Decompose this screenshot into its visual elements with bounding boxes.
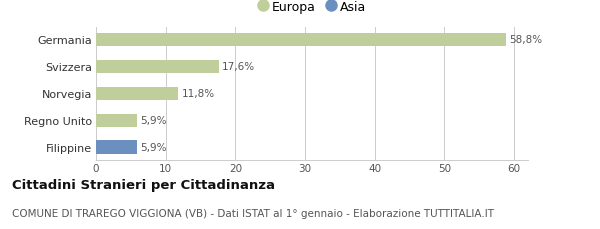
Text: 5,9%: 5,9% [140, 116, 167, 126]
Text: Cittadini Stranieri per Cittadinanza: Cittadini Stranieri per Cittadinanza [12, 179, 275, 192]
Bar [96, 87, 178, 101]
Bar [96, 114, 137, 127]
Text: 5,9%: 5,9% [140, 143, 167, 153]
Text: 58,8%: 58,8% [509, 35, 542, 45]
Bar [96, 33, 506, 47]
Bar [96, 141, 137, 154]
Text: 17,6%: 17,6% [222, 62, 255, 72]
Legend: Europa, Asia: Europa, Asia [253, 0, 371, 19]
Text: COMUNE DI TRAREGO VIGGIONA (VB) - Dati ISTAT al 1° gennaio - Elaborazione TUTTIT: COMUNE DI TRAREGO VIGGIONA (VB) - Dati I… [12, 208, 494, 218]
Bar [96, 60, 218, 74]
Text: 11,8%: 11,8% [182, 89, 215, 99]
